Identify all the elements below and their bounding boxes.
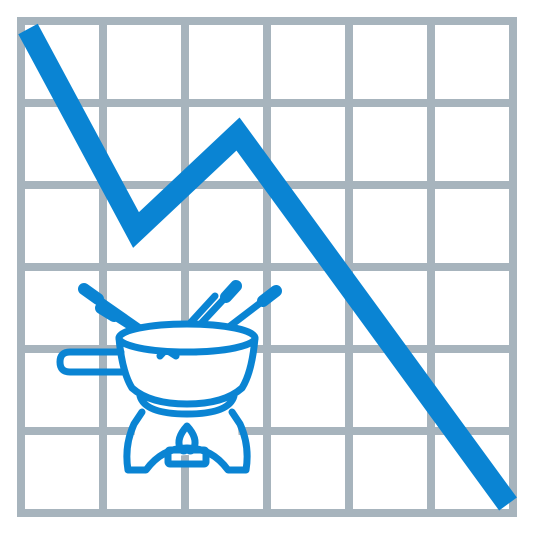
pot-rim [115,320,259,356]
grid [17,17,517,517]
pot-handle [56,348,129,376]
pot-backing [120,338,254,410]
fondue-pot-icon [56,280,282,474]
fork-1-tip [78,283,104,305]
pot-base [136,392,238,418]
declining-trend-line [18,23,517,511]
fork-2-tip [95,302,120,322]
fork-4-tip [257,285,282,307]
burner-base [164,446,210,468]
pot-body [115,334,259,408]
fork-3-tip [220,280,242,303]
grid-lines [17,17,517,517]
